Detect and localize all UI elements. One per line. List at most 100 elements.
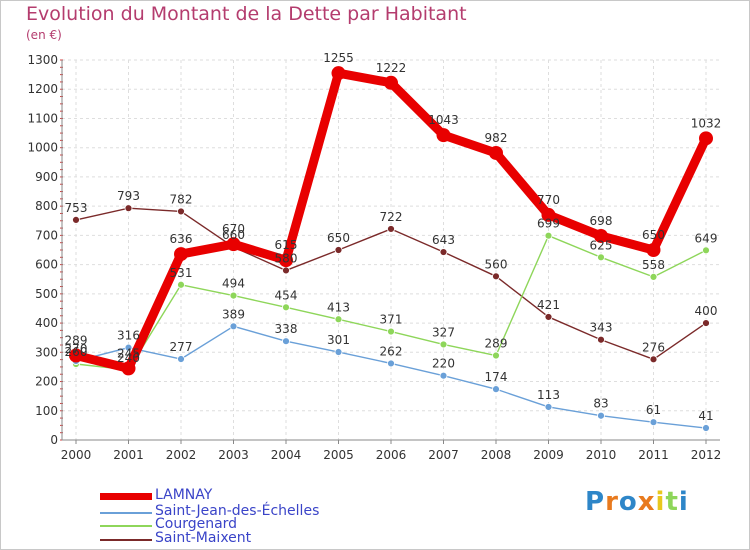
data-label: 301: [327, 333, 350, 347]
data-label: 240: [117, 351, 140, 365]
proxiti-logo: Proxiti: [585, 487, 689, 517]
x-tick-label: 2004: [271, 448, 302, 462]
data-point: [649, 418, 658, 427]
data-labels: 753 793 782 660 580 650 722 643 560 421 343 276 400 2…: [65, 51, 722, 423]
data-point: [282, 266, 290, 275]
data-label: 722: [380, 210, 403, 224]
grid-lines: [62, 59, 720, 441]
data-label: 649: [695, 231, 718, 245]
data-label: 698: [590, 214, 613, 228]
data-point: [72, 215, 80, 224]
data-label: 277: [170, 340, 193, 354]
data-point: [489, 145, 503, 160]
data-label: 643: [432, 233, 455, 247]
data-point: [544, 403, 553, 411]
data-label: 753: [65, 201, 88, 215]
data-label: 1032: [691, 116, 722, 130]
legend-label: Saint-Jean-des-Échelles: [155, 503, 320, 519]
data-label: 531: [170, 266, 193, 280]
data-label: 276: [642, 340, 665, 354]
data-point: [439, 371, 448, 380]
legend-item-lamnay[interactable]: LAMNAY: [100, 487, 400, 504]
data-label: 113: [537, 388, 560, 402]
data-point: [492, 385, 500, 394]
data-point: [646, 243, 661, 257]
y-tick-label: 200: [35, 375, 58, 389]
data-point: [334, 315, 343, 324]
legend-label: Courgenard: [155, 516, 238, 532]
axes: 0 100 200 300 400 500 600 700 800 900 1000 1100 1200…: [27, 53, 721, 462]
data-point: [439, 248, 448, 256]
legend-swatch: [100, 539, 152, 541]
series-layer: [69, 66, 713, 432]
data-label: 615: [275, 238, 298, 252]
data-point: [702, 319, 710, 327]
data-label: 245: [117, 346, 140, 360]
data-point: [331, 66, 346, 81]
logo-letter: i: [655, 487, 666, 517]
data-label: 1043: [428, 113, 459, 127]
x-tick-label: 2000: [61, 448, 92, 462]
data-label: 174: [485, 370, 508, 384]
data-point: [124, 204, 133, 213]
legend-label: Saint-Maixent: [155, 530, 252, 546]
logo-letter: P: [585, 487, 606, 517]
data-point: [226, 237, 241, 252]
legend-item-courgenard[interactable]: Courgenard: [100, 516, 400, 533]
y-tick-label: 100: [35, 404, 58, 418]
x-tick-label: 2005: [323, 448, 354, 462]
data-label: 289: [65, 334, 88, 348]
y-tick-label: 400: [35, 316, 58, 330]
x-tick-label: 2007: [428, 448, 459, 462]
data-point: [702, 246, 710, 255]
data-point: [492, 272, 500, 281]
y-tick-label: 600: [35, 258, 58, 272]
y-tick-label: 500: [35, 287, 58, 301]
x-tick-label: 2008: [481, 448, 512, 462]
data-point: [544, 231, 553, 240]
y-tick-label: 1200: [27, 82, 58, 96]
data-label: 650: [327, 231, 350, 245]
data-label: 260: [65, 345, 88, 359]
data-point: [699, 131, 713, 146]
legend-label: LAMNAY: [155, 487, 213, 503]
x-tick-label: 2009: [533, 448, 564, 462]
data-point: [597, 335, 605, 344]
y-tick-label: 1100: [27, 111, 58, 125]
data-point: [121, 361, 136, 376]
data-point: [597, 411, 605, 420]
legend-swatch: [100, 493, 152, 500]
data-label: 494: [222, 277, 245, 291]
data-label: 793: [117, 189, 140, 203]
data-label: 558: [642, 258, 665, 272]
data-point: [439, 340, 448, 349]
data-label: 454: [275, 288, 298, 302]
logo-letter: x: [637, 487, 656, 517]
data-label: 289: [485, 337, 508, 351]
x-tick-label: 2006: [376, 448, 407, 462]
data-label: 262: [380, 344, 403, 358]
data-point: [229, 291, 238, 300]
data-label: 770: [537, 193, 560, 207]
data-label: 699: [537, 217, 560, 231]
data-label: 270: [65, 342, 88, 356]
data-point: [174, 247, 188, 262]
data-label: 343: [590, 321, 613, 335]
data-label: 83: [593, 397, 608, 411]
data-point: [544, 313, 553, 321]
data-point: [436, 128, 451, 143]
data-point: [492, 351, 500, 360]
legend-item-saint-jean[interactable]: Saint-Jean-des-Échelles: [100, 503, 400, 520]
data-label: 670: [222, 222, 245, 236]
x-tick-label: 2001: [113, 448, 144, 462]
data-label: 625: [590, 238, 613, 252]
x-tick-label: 2012: [691, 448, 722, 462]
legend-item-saint-maixent[interactable]: Saint-Maixent: [100, 530, 400, 547]
data-point: [124, 343, 133, 352]
data-point: [177, 207, 185, 216]
data-point: [334, 348, 343, 356]
legend-swatch: [100, 525, 152, 527]
x-tick-label: 2010: [586, 448, 617, 462]
